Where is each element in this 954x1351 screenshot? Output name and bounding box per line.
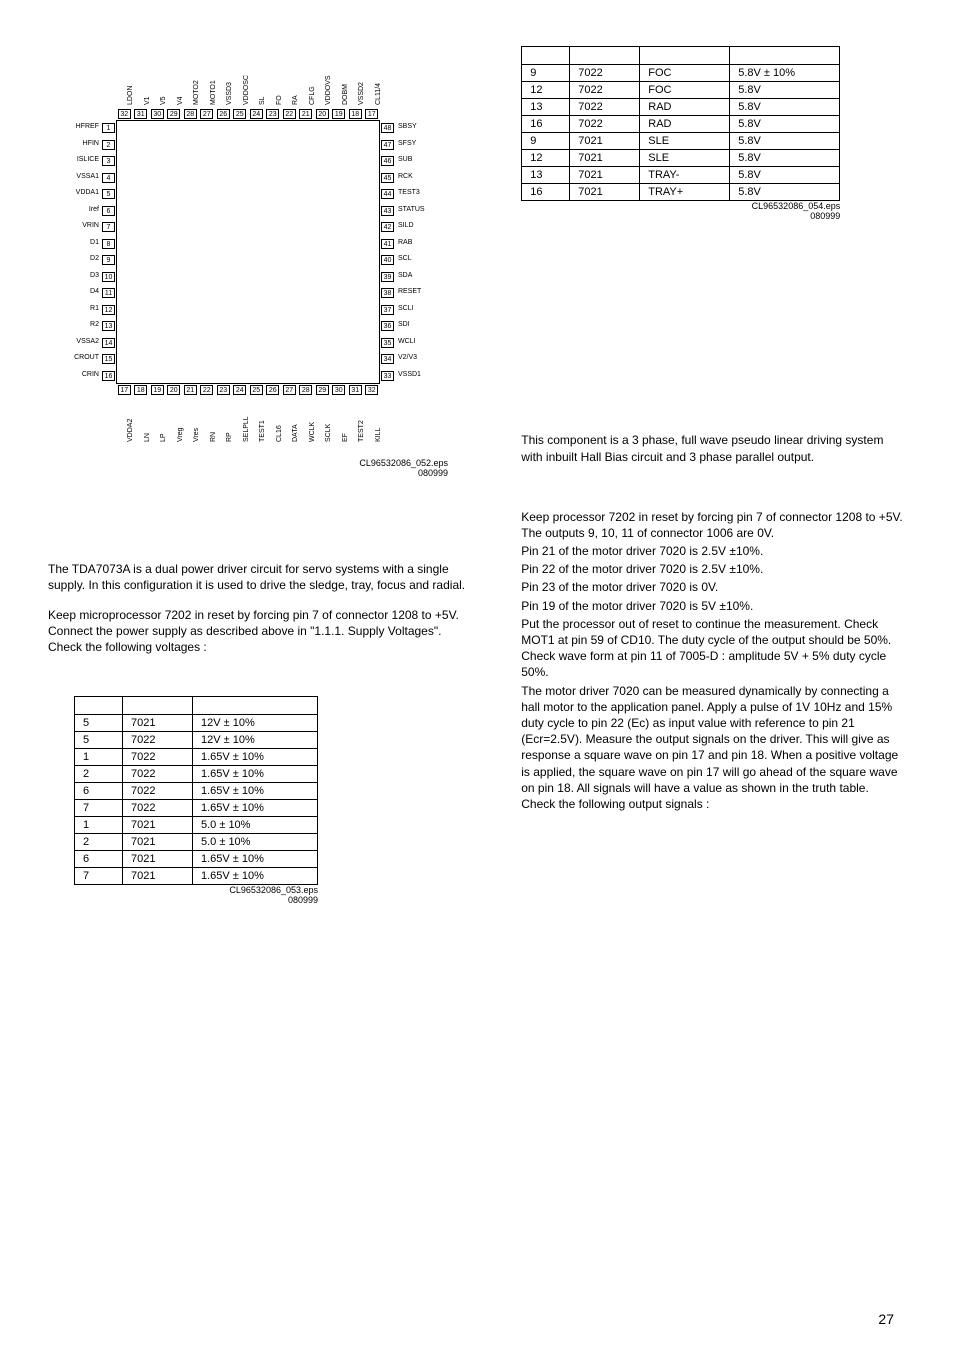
supply-instructions: Keep microprocessor 7202 in reset by for…: [48, 607, 473, 656]
eps-filename: CL96532086_052.eps: [359, 458, 448, 468]
eps-filename: CL96532086_053.eps: [229, 885, 318, 895]
page: 32LDON31V130V529V428MOTO227MOTO126VSSD32…: [0, 0, 954, 938]
table2-caption: CL96532086_054.eps 080999: [521, 201, 840, 222]
tda7073-description: The TDA7073A is a dual power driver circ…: [48, 561, 473, 593]
voltage-table-1: 5702112V ± 10%5702212V ± 10%170221.65V ±…: [74, 696, 318, 885]
voltage-table-2: 97022FOC5.8V ± 10%127022FOC5.8V137022RAD…: [521, 46, 840, 201]
motor-driver-description: This component is a 3 phase, full wave p…: [521, 432, 906, 464]
left-column: 32LDON31V130V529V428MOTO227MOTO126VSSD32…: [48, 42, 473, 908]
diagram-caption: CL96532086_052.eps 080999: [48, 458, 448, 479]
eps-filename: CL96532086_054.eps: [752, 201, 841, 211]
voltage-table-1-wrap: 5702112V ± 10%5702212V ± 10%170221.65V ±…: [74, 692, 318, 906]
right-column: 97022FOC5.8V ± 10%127022FOC5.8V137022RAD…: [521, 42, 906, 908]
table1-caption: CL96532086_053.eps 080999: [74, 885, 318, 906]
eps-date: 080999: [418, 468, 448, 478]
voltage-table-2-wrap: 97022FOC5.8V ± 10%127022FOC5.8V137022RAD…: [521, 42, 840, 222]
eps-date: 080999: [810, 211, 840, 221]
chip-pinout-diagram: 32LDON31V130V529V428MOTO227MOTO126VSSD32…: [48, 52, 448, 452]
eps-date: 080999: [288, 895, 318, 905]
measurement-instructions: Keep processor 7202 in reset by forcing …: [521, 509, 906, 812]
page-number: 27: [878, 1311, 894, 1327]
